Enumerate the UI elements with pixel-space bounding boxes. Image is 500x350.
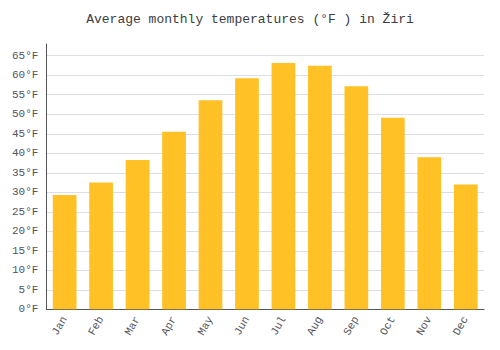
svg-text:Aug: Aug bbox=[305, 314, 325, 337]
svg-text:65°F: 65°F bbox=[12, 50, 38, 62]
svg-text:5°F: 5°F bbox=[19, 284, 39, 296]
svg-text:30°F: 30°F bbox=[12, 186, 38, 198]
svg-text:Feb: Feb bbox=[86, 314, 106, 337]
svg-text:45°F: 45°F bbox=[12, 128, 38, 140]
svg-text:Apr: Apr bbox=[159, 314, 179, 337]
svg-text:Average monthly temperatures (: Average monthly temperatures (°F ) in Ži… bbox=[86, 12, 414, 27]
svg-text:Nov: Nov bbox=[414, 314, 434, 337]
svg-text:Jul: Jul bbox=[268, 314, 288, 337]
svg-text:50°F: 50°F bbox=[12, 108, 38, 120]
svg-text:Mar: Mar bbox=[122, 314, 142, 337]
svg-text:Oct: Oct bbox=[378, 314, 398, 337]
svg-text:Jan: Jan bbox=[50, 314, 70, 337]
svg-text:15°F: 15°F bbox=[12, 245, 38, 257]
svg-text:60°F: 60°F bbox=[12, 69, 38, 81]
svg-text:35°F: 35°F bbox=[12, 167, 38, 179]
svg-text:0°F: 0°F bbox=[19, 303, 39, 315]
svg-text:40°F: 40°F bbox=[12, 147, 38, 159]
svg-text:Dec: Dec bbox=[451, 314, 471, 337]
svg-text:55°F: 55°F bbox=[12, 89, 38, 101]
svg-text:Jun: Jun bbox=[232, 314, 252, 337]
svg-text:25°F: 25°F bbox=[12, 206, 38, 218]
svg-text:20°F: 20°F bbox=[12, 225, 38, 237]
svg-text:Sep: Sep bbox=[341, 314, 361, 337]
svg-text:May: May bbox=[195, 314, 215, 337]
svg-text:10°F: 10°F bbox=[12, 264, 38, 276]
